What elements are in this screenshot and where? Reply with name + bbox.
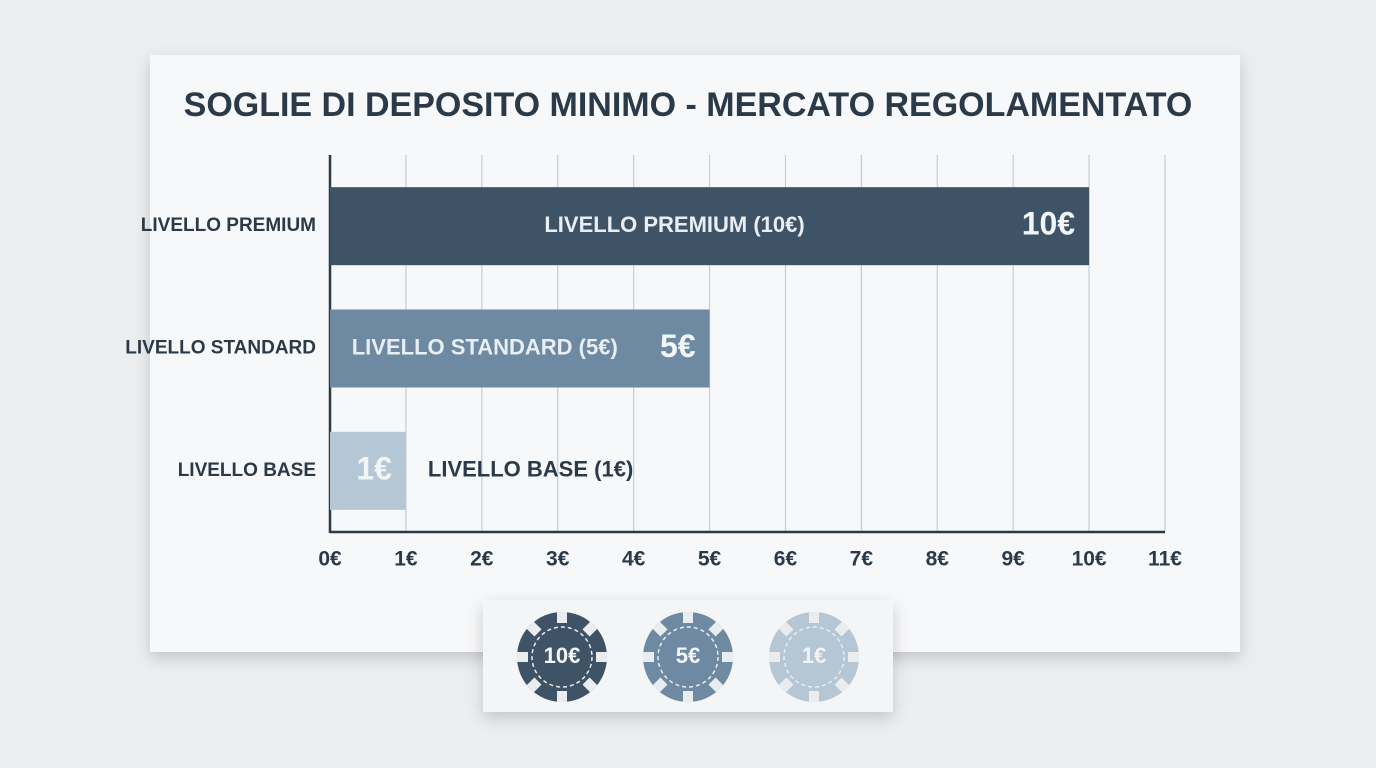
chip-notch [683, 691, 693, 702]
value-label: 1€ [356, 450, 392, 486]
bar [330, 309, 710, 388]
chip-label: 5€ [676, 643, 700, 668]
x-tick-label: 8€ [926, 548, 950, 571]
x-tick-label: 7€ [850, 548, 874, 571]
bar-label: LIVELLO STANDARD (5€) [352, 334, 618, 359]
value-label: 10€ [1022, 206, 1076, 242]
chip-notch [526, 677, 542, 693]
bar-label: LIVELLO BASE (1€) [428, 457, 633, 482]
x-tick-label: 2€ [470, 548, 494, 571]
chip-notch [834, 621, 850, 637]
chip-notch [722, 652, 733, 662]
bar-label: LIVELLO PREMIUM (10€) [544, 212, 804, 237]
x-tick-label: 0€ [318, 548, 342, 571]
chip-notch [809, 691, 819, 702]
x-tick-label: 1€ [394, 548, 418, 571]
x-tick-label: 6€ [774, 548, 798, 571]
plot-area: 0€ 1€ 2€ 3€ 4€ 5€ 6€ 7€ 8€ 9€ 10€ 11€ LIVELLO PREMIU… [125, 155, 1182, 571]
chip-notch [557, 691, 567, 702]
chip-notch [848, 652, 859, 662]
chip-notch [708, 677, 724, 693]
x-tick-label: 4€ [622, 548, 646, 571]
chip-notch [643, 652, 654, 662]
chip-ring [783, 626, 845, 688]
chart-title: SOGLIE DI DEPOSITO MINIMO - MERCATO REGO… [184, 86, 1193, 124]
chip-notch [557, 612, 567, 623]
x-tick-label: 9€ [1002, 548, 1026, 571]
chip-notch [596, 652, 607, 662]
x-tick-label: 10€ [1072, 548, 1107, 571]
chip-notch [778, 677, 794, 693]
chip-notch [652, 621, 668, 637]
x-tick-label: 3€ [546, 548, 570, 571]
x-tick-label: 5€ [698, 548, 722, 571]
y-tick-label: LIVELLO STANDARD [125, 338, 316, 359]
chip-notch [582, 677, 598, 693]
chip-notch [582, 621, 598, 637]
chip-notch [683, 612, 693, 623]
chip-notch [769, 652, 780, 662]
chip-label: 1€ [802, 643, 826, 668]
bar [330, 431, 406, 510]
value-label: 5€ [660, 328, 696, 364]
chip-notch [809, 612, 819, 623]
chip-notch [834, 677, 850, 693]
x-tick-label: 11€ [1148, 548, 1182, 571]
chip-notch [517, 652, 528, 662]
chip [517, 612, 607, 702]
chips: 10€ 5€ 1€ [517, 612, 859, 702]
chip [769, 612, 859, 702]
y-tick-label: LIVELLO BASE [178, 460, 316, 481]
chip-label: 10€ [544, 643, 581, 668]
y-tick-label: LIVELLO PREMIUM [141, 215, 316, 236]
chip-ring [657, 626, 719, 688]
chip-notch [526, 621, 542, 637]
chip-notch [708, 621, 724, 637]
chip-notch [652, 677, 668, 693]
chip-ring [531, 626, 593, 688]
chip-notch [778, 621, 794, 637]
bar [330, 187, 1090, 266]
chip [643, 612, 733, 702]
